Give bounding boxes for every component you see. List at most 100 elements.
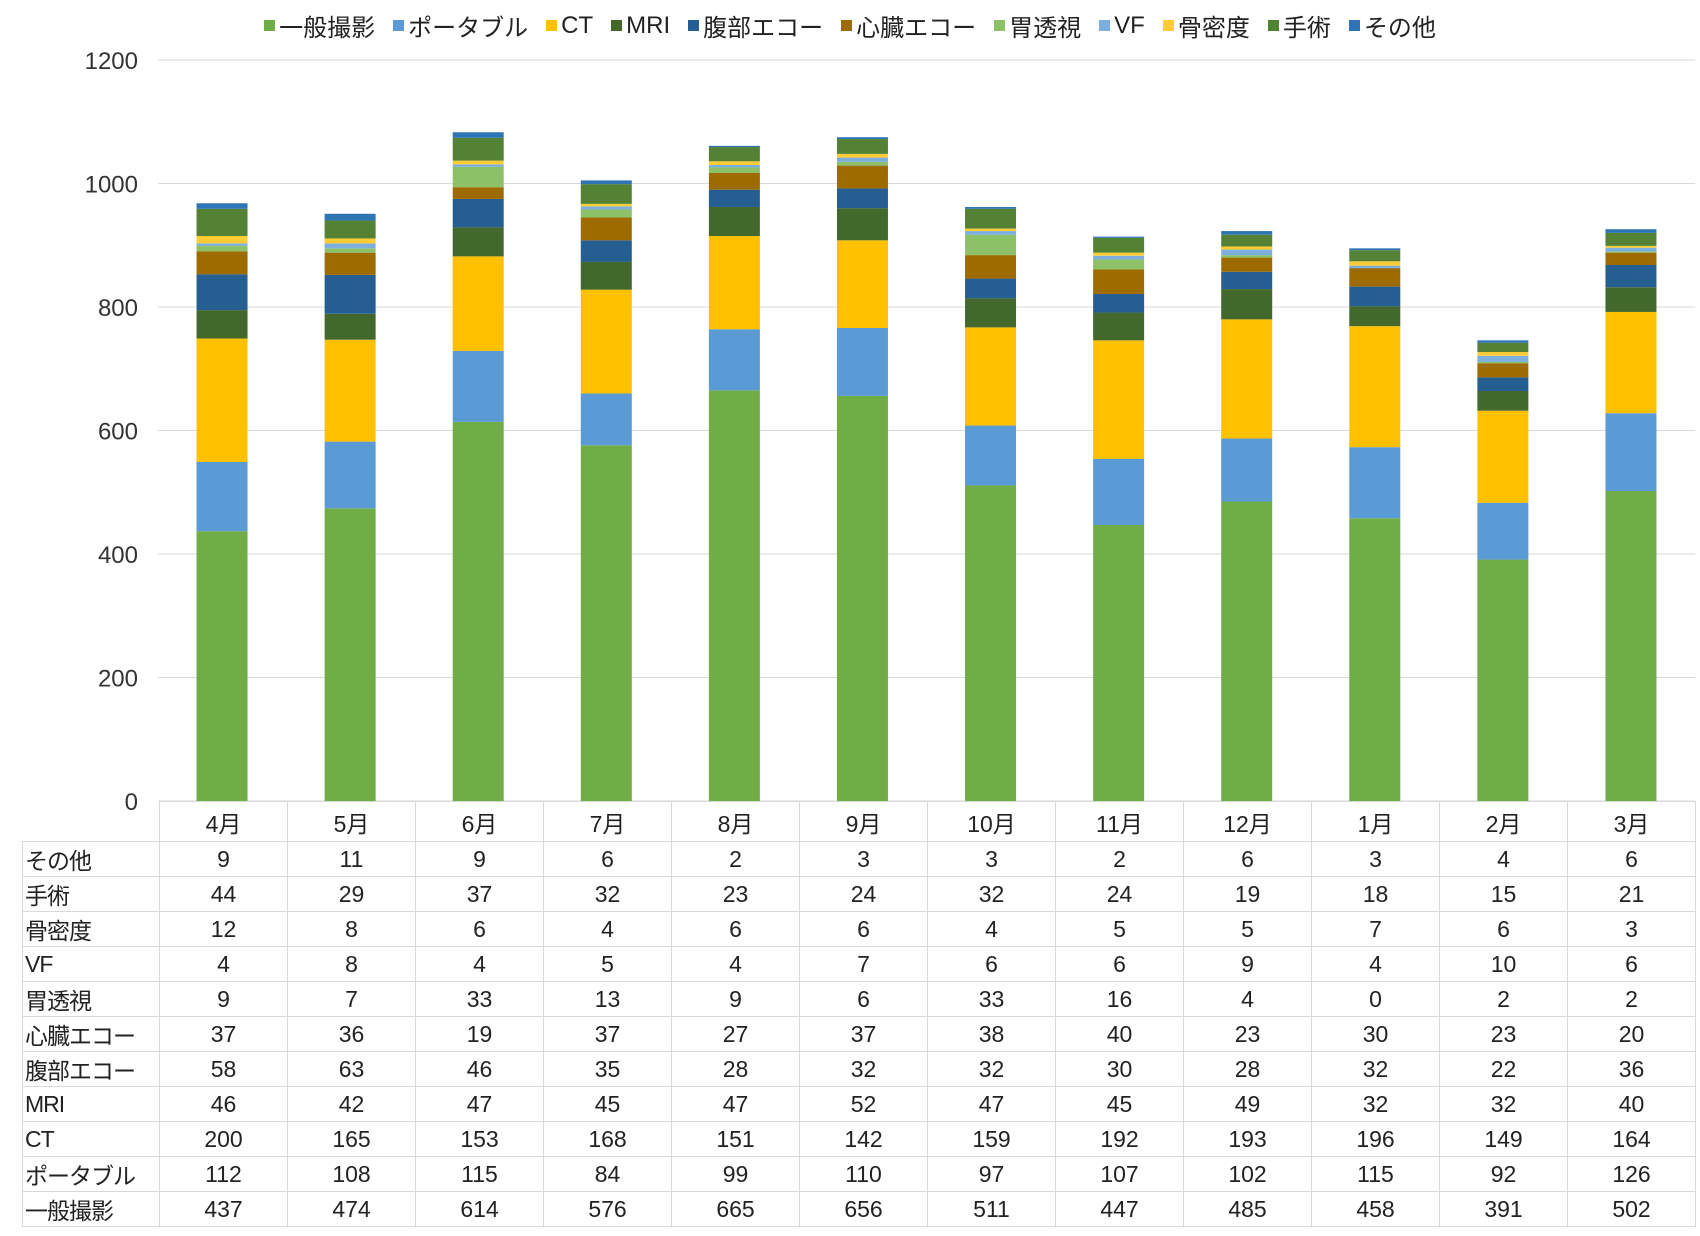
bar-segment [1349,518,1401,801]
data-label: 149 [1439,1121,1568,1157]
data-label: 46 [415,1051,544,1087]
table-row: ポータブル 112 108 115 84 99 110 97 107 102 115 92 126 [22,1156,1696,1192]
data-label: 23 [671,876,800,912]
bar-segment [1221,246,1273,250]
data-label: 474 [287,1191,416,1227]
legend-item: 一般撮影 [264,8,375,43]
legend-swatch [393,20,405,31]
legend-item: CT [546,8,593,43]
data-label: 7 [287,981,416,1017]
row-label: その他 [22,841,160,877]
data-label: 3 [1311,841,1440,877]
row-label: 骨密度 [22,911,160,947]
bar-segment [1477,410,1529,503]
bar-segment [1093,269,1145,295]
bar-segment [1349,248,1401,251]
legend-swatch [994,20,1006,31]
bar-segment [580,184,632,204]
data-label: 32 [1311,1051,1440,1087]
bar-segment [452,166,504,188]
data-label: 32 [927,876,1056,912]
bar-segment [1349,261,1401,266]
bar-segment [1349,326,1401,448]
bar-segment [1477,361,1529,364]
bar-segment [965,206,1017,209]
data-label: 110 [799,1156,928,1192]
data-label: 10 [1439,946,1568,982]
bar-segment [196,531,248,801]
bar-segment [196,243,248,246]
bar-segment [708,390,760,801]
table-row: VF 4 8 4 5 4 7 6 6 9 4 10 6 [22,946,1696,982]
table-row: 心臓エコー 37 36 19 37 27 37 38 40 23 30 23 20 [22,1016,1696,1052]
legend-swatch [688,20,700,31]
data-label: 447 [1055,1191,1184,1227]
bar-segment [965,485,1017,801]
bar-segment [452,164,504,167]
bar-segment [1605,245,1657,248]
data-label: 3 [927,841,1056,877]
bar-segment [836,327,888,396]
row-label: ポータブル [22,1156,160,1192]
data-label: 6 [1567,946,1696,982]
data-label: 20 [1567,1016,1696,1052]
data-label: 23 [1439,1016,1568,1052]
bar-segment [965,231,1017,235]
bar-segment [1477,355,1529,362]
data-label: 99 [671,1156,800,1192]
data-label: 142 [799,1121,928,1157]
data-label: 108 [287,1156,416,1192]
data-label: 37 [543,1016,672,1052]
data-label: 115 [1311,1156,1440,1192]
bar-segment [965,425,1017,486]
table-corner [22,801,160,842]
bar-segment [1349,306,1401,327]
data-label: 47 [671,1086,800,1122]
data-label: 92 [1439,1156,1568,1192]
y-tick-label: 800 [98,295,138,322]
x-tick-label: 10月 [927,801,1056,842]
data-label: 193 [1183,1121,1312,1157]
y-tick-label: 200 [98,666,138,693]
bar-segment [324,238,376,244]
bar-segment [1349,447,1401,519]
data-label: 36 [1567,1051,1696,1087]
data-label: 24 [1055,876,1184,912]
data-label: 159 [927,1121,1056,1157]
data-label: 45 [543,1086,672,1122]
data-label: 2 [1439,981,1568,1017]
data-label: 391 [1439,1191,1568,1227]
data-label: 165 [287,1121,416,1157]
data-label: 44 [159,876,288,912]
table-row: 骨密度 12 8 6 4 6 6 4 5 5 7 6 3 [22,911,1696,947]
data-label: 30 [1055,1051,1184,1087]
data-label: 115 [415,1156,544,1192]
x-tick-label: 1月 [1311,801,1440,842]
bar-segment [452,187,504,199]
bar-segment [965,255,1017,279]
bar-segment [1605,251,1657,253]
data-label: 97 [927,1156,1056,1192]
table-row: CT 200 165 153 168 151 142 159 192 193 196 149 164 [22,1121,1696,1157]
bar-segment [1477,340,1529,343]
data-label: 47 [415,1086,544,1122]
bar-segment [196,461,248,532]
bar-segment [1093,259,1145,270]
legend-swatch [611,20,623,31]
legend-item: 胃透視 [994,8,1081,43]
bar-segment [580,289,632,394]
bar-segment [836,139,888,154]
data-label: 7 [799,946,928,982]
data-label: 45 [1055,1086,1184,1122]
table-row: その他 9 11 9 6 2 3 3 2 6 3 4 6 [22,841,1696,877]
bar-segment [196,245,248,252]
bar-segment [1093,237,1145,253]
data-label: 32 [1439,1086,1568,1122]
data-label: 27 [671,1016,800,1052]
data-label: 3 [799,841,928,877]
x-tick-label: 11月 [1055,801,1184,842]
data-label: 18 [1311,876,1440,912]
legend-label: その他 [1363,15,1436,42]
bar-segment [836,137,888,140]
table-row: 腹部エコー 58 63 46 35 28 32 32 30 28 32 22 36 [22,1051,1696,1087]
